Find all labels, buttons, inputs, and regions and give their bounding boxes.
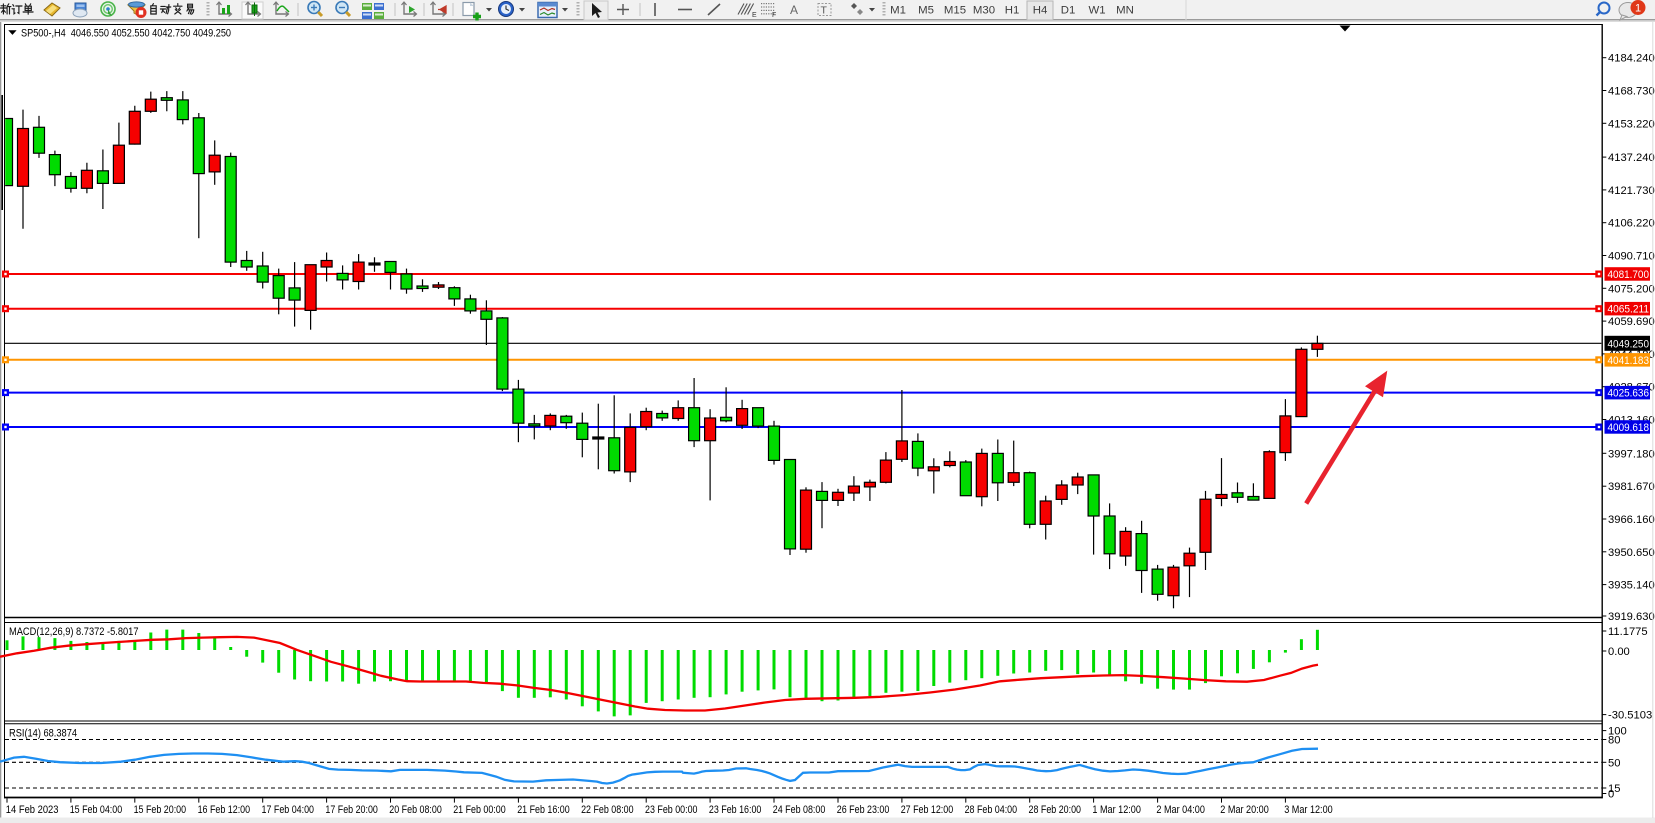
svg-text:E: E (752, 12, 757, 19)
svg-text:14 Feb 2023: 14 Feb 2023 (6, 804, 59, 816)
svg-text:4153.220: 4153.220 (1608, 118, 1655, 130)
svg-text:2 Mar 20:00: 2 Mar 20:00 (1220, 804, 1269, 816)
svg-text:4184.240: 4184.240 (1608, 53, 1655, 65)
svg-text:100: 100 (1608, 726, 1627, 738)
svg-text:3981.670: 3981.670 (1608, 481, 1655, 493)
svg-text:3919.630: 3919.630 (1608, 611, 1655, 623)
svg-text:A: A (790, 3, 798, 17)
svg-text:28 Feb 04:00: 28 Feb 04:00 (965, 804, 1018, 816)
svg-text:4025.636: 4025.636 (1608, 388, 1650, 400)
svg-text:4137.240: 4137.240 (1608, 152, 1655, 164)
svg-text:3935.140: 3935.140 (1608, 580, 1655, 592)
svg-text:15 Feb 04:00: 15 Feb 04:00 (70, 804, 123, 816)
svg-text:4121.730: 4121.730 (1608, 185, 1655, 197)
svg-text:D1: D1 (1061, 5, 1076, 17)
svg-text:23 Feb 00:00: 23 Feb 00:00 (645, 804, 698, 816)
svg-text:21 Feb 00:00: 21 Feb 00:00 (453, 804, 506, 816)
svg-text:0.00: 0.00 (1608, 646, 1630, 658)
svg-text:27 Feb 12:00: 27 Feb 12:00 (901, 804, 954, 816)
svg-text:H1: H1 (1005, 5, 1020, 17)
svg-text:4081.700: 4081.700 (1608, 269, 1650, 281)
svg-text:15 Feb 20:00: 15 Feb 20:00 (134, 804, 187, 816)
svg-text:11.1775: 11.1775 (1608, 626, 1648, 638)
svg-text:4075.200: 4075.200 (1608, 283, 1655, 295)
svg-text:MN: MN (1116, 5, 1134, 17)
svg-text:28 Feb 20:00: 28 Feb 20:00 (1029, 804, 1082, 816)
svg-text:H4: H4 (1033, 5, 1048, 17)
svg-text:MACD(12,26,9) 8.7372 -5.8017: MACD(12,26,9) 8.7372 -5.8017 (9, 626, 139, 638)
svg-text:16 Feb 12:00: 16 Feb 12:00 (198, 804, 251, 816)
svg-text:50: 50 (1608, 757, 1620, 769)
svg-text:M1: M1 (890, 5, 906, 17)
svg-text:15: 15 (1608, 783, 1620, 795)
svg-text:T: T (821, 5, 828, 17)
svg-text:RSI(14) 68.3874: RSI(14) 68.3874 (9, 727, 77, 739)
svg-text:1 Mar 12:00: 1 Mar 12:00 (1092, 804, 1141, 816)
svg-text:-30.5103: -30.5103 (1608, 710, 1652, 722)
svg-text:17 Feb 20:00: 17 Feb 20:00 (325, 804, 378, 816)
svg-text:1: 1 (1635, 3, 1641, 15)
svg-text:M30: M30 (973, 5, 995, 17)
svg-text:3950.650: 3950.650 (1608, 547, 1655, 559)
svg-text:4090.710: 4090.710 (1608, 251, 1655, 263)
svg-text:24 Feb 08:00: 24 Feb 08:00 (773, 804, 826, 816)
svg-text:4009.618: 4009.618 (1608, 422, 1650, 434)
svg-text:20 Feb 08:00: 20 Feb 08:00 (389, 804, 442, 816)
svg-text:2 Mar 04:00: 2 Mar 04:00 (1156, 804, 1205, 816)
svg-text:21 Feb 16:00: 21 Feb 16:00 (517, 804, 570, 816)
svg-text:3966.160: 3966.160 (1608, 514, 1655, 526)
svg-text:4049.250: 4049.250 (1608, 338, 1650, 350)
svg-text:4106.220: 4106.220 (1608, 218, 1655, 230)
svg-text:0: 0 (1608, 789, 1614, 801)
svg-text:80: 80 (1608, 735, 1620, 747)
svg-text:3 Mar 12:00: 3 Mar 12:00 (1284, 804, 1333, 816)
svg-text:M15: M15 (944, 5, 966, 17)
svg-text:17 Feb 04:00: 17 Feb 04:00 (262, 804, 315, 816)
svg-text:4168.730: 4168.730 (1608, 86, 1655, 98)
svg-text:4059.690: 4059.690 (1608, 316, 1655, 328)
svg-text:4041.183: 4041.183 (1608, 355, 1650, 367)
svg-text:26 Feb 23:00: 26 Feb 23:00 (837, 804, 890, 816)
svg-text:SP500-,H4 4046.550 4052.550 4: SP500-,H4 4046.550 4052.550 4042.750 404… (21, 28, 231, 40)
svg-text:M5: M5 (918, 5, 934, 17)
svg-text:W1: W1 (1088, 5, 1105, 17)
svg-text:3997.180: 3997.180 (1608, 448, 1655, 460)
svg-text:4065.211: 4065.211 (1608, 304, 1650, 316)
svg-text:22 Feb 08:00: 22 Feb 08:00 (581, 804, 634, 816)
svg-text:F: F (772, 12, 776, 19)
svg-text:23 Feb 16:00: 23 Feb 16:00 (709, 804, 762, 816)
